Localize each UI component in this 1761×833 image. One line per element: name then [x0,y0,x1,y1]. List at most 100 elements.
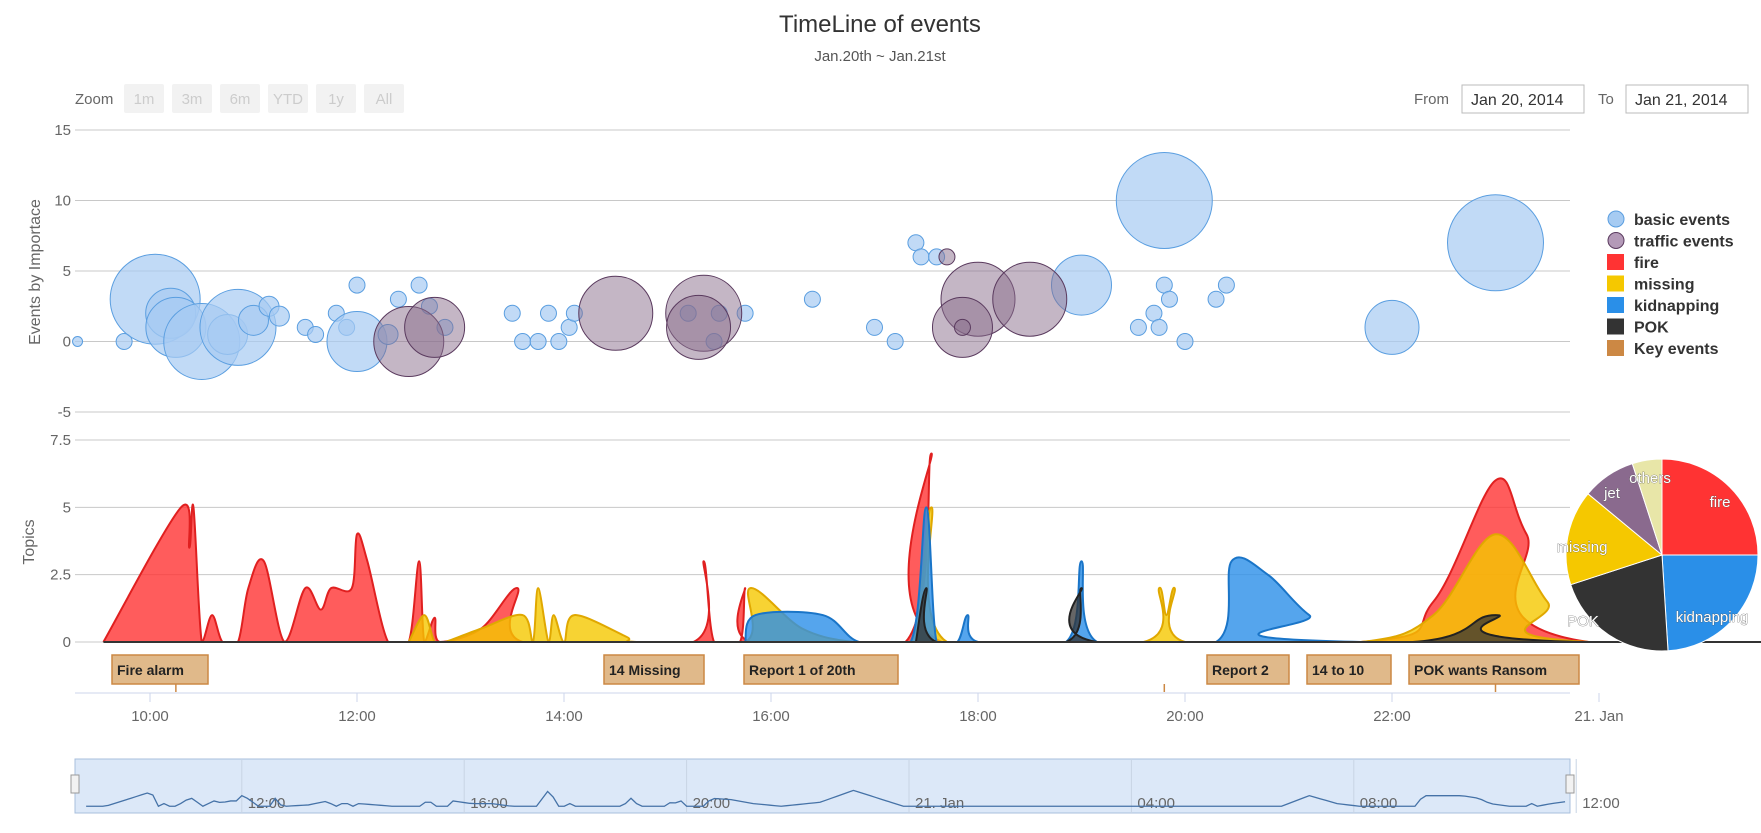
bubble-point [1207,290,1225,308]
pie-slice-kidnapping [1661,554,1759,652]
key-event-flag[interactable]: 14 to 10 [1306,654,1761,692]
bubble-point [1364,299,1420,355]
zoom-button-label: 1y [328,91,344,108]
bubble-point [992,261,1068,337]
zoom-button-label: 3m [182,91,203,108]
bubble-point [1160,290,1178,308]
pie-label-kidnapping: kidnapping [1676,609,1749,626]
navigator[interactable]: 12:00 16:00 20:00 21. Jan 04:00 08:00 12:00 [70,758,1620,814]
key-event-label: POK wants Ransom [1414,662,1547,678]
topic-pie: fire kidnapping POK missing jet others [1556,458,1759,652]
bubble-series [72,152,1544,380]
area-y-tick: 2.5 [50,567,71,584]
area-series-kidnapping [744,506,1761,644]
navigator-left-handle[interactable] [70,774,80,794]
bubble-point [886,333,904,350]
from-date-input[interactable]: Jan 20, 2014 [1461,84,1585,114]
bubble-series-basic [72,152,1544,380]
zoom-button-3m[interactable]: 3m [172,84,212,113]
legend-item-traffic-events[interactable]: traffic events [1607,232,1734,251]
pie-label-missing: missing [1557,539,1608,556]
key-event-flag[interactable]: Report 2 [1206,654,1761,692]
area-line [102,452,1761,644]
key-event-box [603,654,705,685]
bubble-y-axis-title: Events by Importace [27,199,44,345]
bubble-point [307,325,325,343]
area-series-pok [914,587,1761,644]
bubble-point [410,276,428,294]
x-tick-label: 22:00 [1373,708,1411,725]
key-event-flag[interactable]: POK wants Ransom [1408,654,1761,692]
legend-item-missing[interactable]: missing [1607,275,1694,294]
zoom-button-1y[interactable]: 1y [316,84,356,113]
key-event-label: Report 2 [1212,662,1269,678]
to-date-input[interactable]: Jan 21, 2014 [1625,84,1749,114]
x-tick-label: 16:00 [752,708,790,725]
bubble-point [938,248,956,266]
legend-symbol [1607,210,1625,228]
pie-label-others: others [1629,470,1671,487]
legend-symbol [1607,232,1625,249]
zoom-button-ytd[interactable]: YTD [268,84,308,113]
legend-item-fire[interactable]: fire [1607,254,1659,272]
key-event-box [111,654,209,685]
to-label: To [1598,91,1614,108]
x-tick-label: 14:00 [545,708,583,725]
area-fill [103,453,1761,643]
chart-subtitle: Jan.20th ~ Jan.21st [814,48,946,65]
zoom-button-all[interactable]: All [364,84,404,113]
area-fill [745,507,1761,643]
legend-label: kidnapping [1634,298,1719,315]
bubble-point [529,333,547,350]
bubble-y-tick: -5 [58,404,71,421]
legend-item-key-events[interactable]: Key events [1607,340,1719,358]
bubble-point [803,290,821,308]
key-event-box [743,654,899,685]
bubble-y-tick: 15 [54,122,71,139]
area-y-axis-title: Topics [21,519,38,564]
area-fill [408,507,1761,643]
area-y-tick: 0 [63,634,71,651]
legend-item-pok[interactable]: POK [1607,318,1669,337]
bubble-point [389,290,407,308]
legend-symbol [1607,275,1624,292]
area-y-tick: 5 [63,499,71,516]
key-event-flag[interactable]: Fire alarm [111,654,209,692]
navigator-tick-label: 08:00 [1360,795,1398,812]
x-tick-label: 10:00 [131,708,169,725]
key-event-label: Report 1 of 20th [749,662,856,678]
pie-slice-pok [1570,554,1669,652]
zoom-button-label: 6m [230,91,251,108]
key-event-label: 14 Missing [609,662,681,678]
bubble-y-tick: 5 [63,263,71,280]
navigator-right-handle[interactable] [1565,774,1575,794]
bubble-point [72,336,84,347]
x-tick-label: 20:00 [1166,708,1204,725]
bubble-point [560,318,578,336]
pie-slice-missing [1565,493,1664,586]
legend-symbol [1607,318,1624,335]
key-event-flag[interactable]: Report 1 of 20th [743,654,1497,692]
pie-label-fire: fire [1710,494,1731,511]
bubble-point [1447,194,1544,292]
area-line [914,587,1761,644]
navigator-mask [74,758,1571,814]
bubble-point [907,234,925,252]
bubble-point [1155,276,1173,294]
key-event-flag[interactable]: 14 Missing [603,654,1166,692]
bubble-point [953,318,971,336]
pie-slice-others [1631,458,1663,556]
area-line [744,506,1761,644]
legend-label: basic events [1634,212,1730,229]
legend-label: Key events [1634,341,1719,358]
zoom-button-1m[interactable]: 1m [124,84,164,113]
zoom-buttons: 1m 3m 6m YTD 1y All [124,84,404,113]
zoom-button-6m[interactable]: 6m [220,84,260,113]
legend-item-basic-events[interactable]: basic events [1607,210,1730,229]
bubble-point [539,304,557,322]
x-tick-label: 18:00 [959,708,997,725]
legend-symbol [1607,297,1624,313]
legend-item-kidnapping[interactable]: kidnapping [1607,297,1719,315]
pie-label-pok: POK [1567,613,1599,630]
